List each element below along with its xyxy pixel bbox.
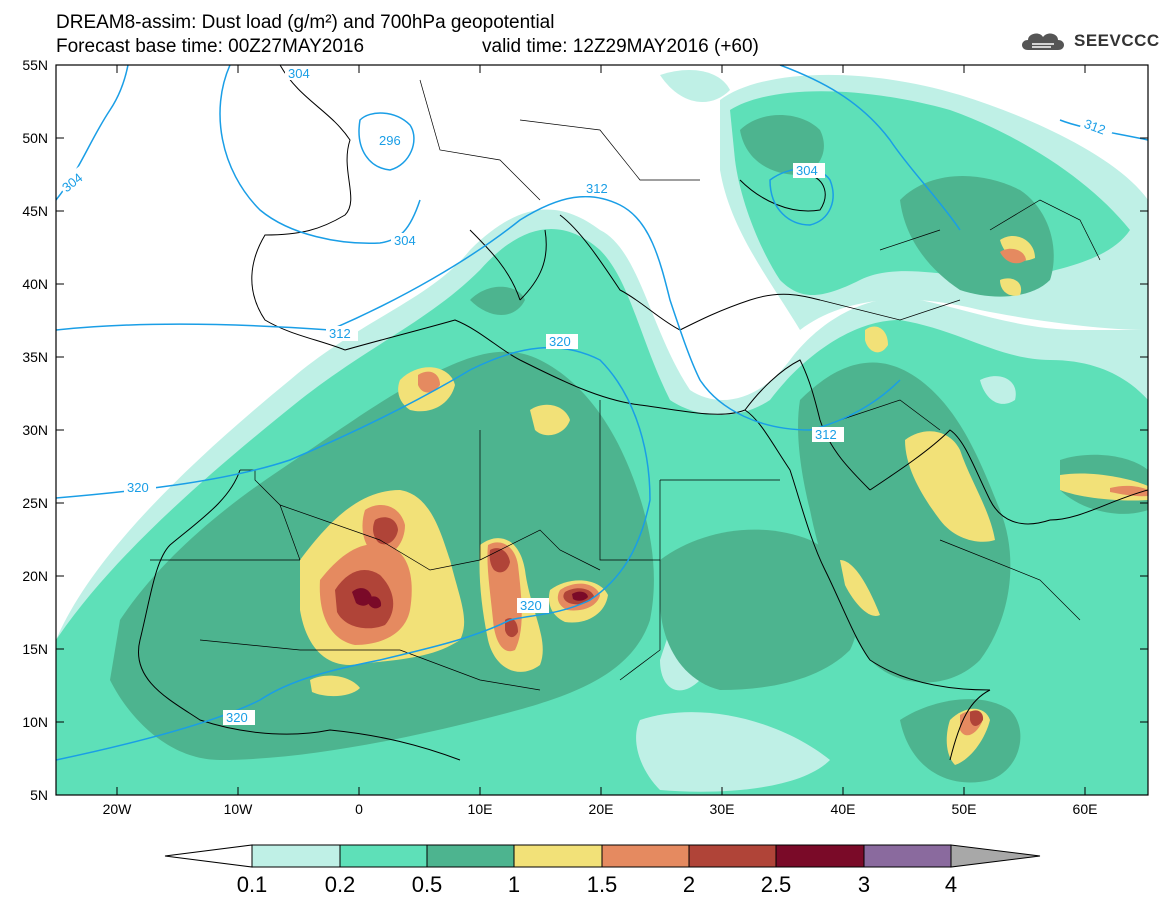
contour-label: 304 bbox=[796, 163, 818, 178]
lat-tick-label: 45N bbox=[22, 203, 48, 219]
lat-tick-label: 20N bbox=[22, 568, 48, 584]
colorbar-label: 2.5 bbox=[761, 872, 792, 897]
lon-tick-label: 30E bbox=[710, 801, 735, 817]
seevccc-logo: SEEVCCC bbox=[1018, 28, 1160, 54]
lat-tick-label: 15N bbox=[22, 641, 48, 657]
contour-label-boxes: 304 296 304 304 312 304 312 312 320 312 … bbox=[56, 66, 1115, 725]
contour-label: 320 bbox=[127, 480, 149, 495]
contour-label: 312 bbox=[815, 427, 837, 442]
lat-tick-label: 50N bbox=[22, 130, 48, 146]
contour-label: 312 bbox=[586, 181, 608, 196]
contour-label: 304 bbox=[394, 233, 416, 248]
colorbar-label: 1.5 bbox=[587, 872, 618, 897]
contour-label: 304 bbox=[288, 66, 310, 81]
colorbar-label: 3 bbox=[858, 872, 870, 897]
lat-tick-label: 55N bbox=[22, 57, 48, 73]
lat-tick-label: 5N bbox=[30, 787, 48, 803]
colorbar-bin bbox=[426, 844, 515, 868]
colorbar-lower-arrow bbox=[164, 844, 253, 868]
logo-text: SEEVCCC bbox=[1074, 31, 1160, 50]
contour-label: 312 bbox=[329, 326, 351, 341]
lat-tick-label: 30N bbox=[22, 422, 48, 438]
colorbar-label: 1 bbox=[508, 872, 520, 897]
contour-label: 296 bbox=[379, 133, 401, 148]
colorbar-bin bbox=[775, 844, 865, 868]
colorbar-bin bbox=[251, 844, 341, 868]
dust-level-2.5 bbox=[352, 588, 588, 609]
colorbar-label: 2 bbox=[683, 872, 695, 897]
colorbar-bin bbox=[863, 844, 952, 868]
lon-tick-label: 0 bbox=[355, 801, 363, 817]
lat-tick-label: 10N bbox=[22, 714, 48, 730]
lon-axis bbox=[116, 65, 1086, 795]
contour-label: 320 bbox=[549, 334, 571, 349]
contour-label: 320 bbox=[226, 710, 248, 725]
cloud-icon bbox=[1022, 33, 1064, 50]
contour-label: 312 bbox=[1082, 116, 1108, 138]
colorbar-bin bbox=[339, 844, 428, 868]
map-title: DREAM8-assim: Dust load (g/m²) and 700hP… bbox=[56, 12, 555, 33]
colorbar-upper-arrow bbox=[950, 844, 1041, 868]
lat-tick-label: 25N bbox=[22, 495, 48, 511]
lon-tick-label: 20W bbox=[103, 801, 133, 817]
country-borders bbox=[150, 79, 1101, 691]
colorbar-label: 0.1 bbox=[237, 872, 268, 897]
lon-tick-label: 60E bbox=[1073, 801, 1098, 817]
lat-tick-label: 35N bbox=[22, 349, 48, 365]
colorbar-label: 4 bbox=[945, 872, 957, 897]
lon-tick-label: 40E bbox=[831, 801, 856, 817]
valid-time: valid time: 12Z29MAY2016 (+60) bbox=[482, 36, 759, 57]
lat-tick-label: 40N bbox=[22, 276, 48, 292]
colorbar-label: 0.2 bbox=[325, 872, 356, 897]
lat-axis bbox=[56, 64, 1148, 796]
colorbar-bin bbox=[688, 844, 777, 868]
colorbar bbox=[164, 844, 1041, 868]
lon-tick-label: 10E bbox=[468, 801, 493, 817]
coastlines bbox=[138, 65, 1148, 761]
colorbar-bin bbox=[513, 844, 603, 868]
contour-label: 320 bbox=[520, 598, 542, 613]
colorbar-bin bbox=[601, 844, 690, 868]
lon-tick-label: 50E bbox=[952, 801, 977, 817]
map-area: 304 296 304 304 312 304 312 312 320 312 … bbox=[56, 65, 1148, 795]
lon-tick-label: 10W bbox=[224, 801, 254, 817]
lon-tick-label: 20E bbox=[589, 801, 614, 817]
forecast-base-time: Forecast base time: 00Z27MAY2016 bbox=[56, 36, 365, 57]
colorbar-label: 0.5 bbox=[412, 872, 443, 897]
